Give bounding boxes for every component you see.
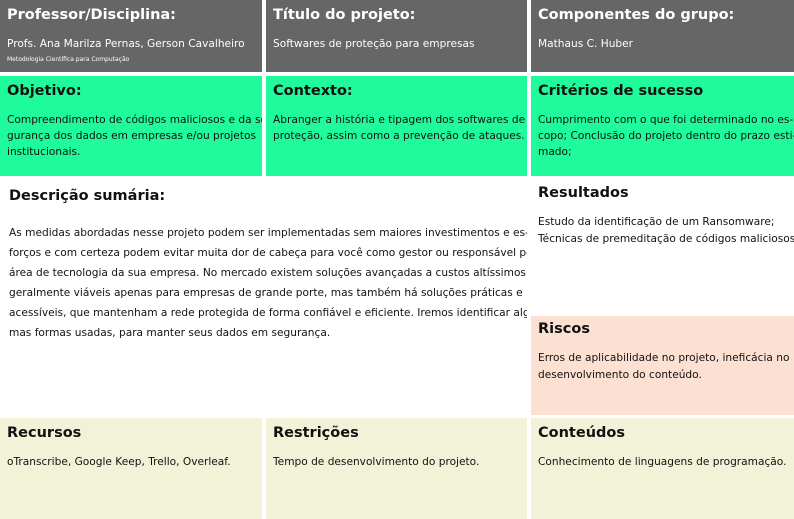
section-title: Resultados: [538, 185, 629, 201]
risks-cell: Riscos Erros de aplicabilidade no projeto…: [531, 316, 794, 415]
text-line: mas formas usadas, para manter seus dado…: [9, 327, 331, 339]
section-title: Componentes do grupo:: [538, 7, 735, 23]
section-title: Título do projeto:: [273, 7, 416, 23]
section-body: Abranger a história e tipagem dos softwa…: [273, 112, 526, 144]
context-cell: Contexto: Abranger a história e tipagem d…: [266, 76, 527, 176]
section-title: Conteúdos: [538, 425, 625, 441]
section-body: Conhecimento de linguagens de programaçã…: [538, 454, 787, 470]
text-line: Erros de aplicabilidade no projeto, inef…: [538, 352, 790, 364]
text-line: Cumprimento com o que foi determinado no…: [538, 114, 794, 126]
text-line: Mathaus C. Huber: [538, 38, 634, 50]
section-title: Critérios de sucesso: [538, 83, 704, 99]
course-name: Metodologia Científica para Computação: [7, 56, 130, 63]
text-line: Técnicas de premeditação de códigos mali…: [538, 233, 794, 245]
text-line: Estudo da identificação de um Ransomware…: [538, 216, 775, 228]
objective-cell: Objetivo: Compreendimento de códigos mali…: [0, 76, 262, 176]
constraints-cell: Restrições Tempo de desenvolvimento do pr…: [266, 418, 527, 519]
section-title: Professor/Disciplina:: [7, 7, 176, 23]
text-line: Abranger a história e tipagem dos softwa…: [273, 114, 526, 126]
section-body: Softwares de proteção para empresas: [273, 36, 520, 52]
section-title: Objetivo:: [7, 83, 82, 99]
criteria-cell: Critérios de sucesso Cumprimento com o qu…: [531, 76, 794, 176]
professor-cell: Professor/Disciplina: Profs. Ana Marilza …: [0, 0, 262, 72]
section-body: Estudo da identificação de um Ransomware…: [538, 214, 794, 248]
text-line: copo; Conclusão do projeto dentro do pra…: [538, 130, 794, 142]
text-line: mado;: [538, 146, 572, 158]
text-line: forços e com certeza podem evitar muita …: [9, 247, 527, 259]
section-title: Descrição sumária:: [9, 188, 166, 204]
title-cell: Título do projeto: Softwares de proteção …: [266, 0, 527, 72]
contents-cell: Conteúdos Conhecimento de linguagens de p…: [531, 418, 794, 519]
section-body: Tempo de desenvolvimento do projeto.: [273, 454, 520, 470]
text-line: Tempo de desenvolvimento do projeto.: [273, 456, 480, 468]
section-body: As medidas abordadas nesse projeto podem…: [9, 223, 527, 343]
resources-cell: Recursos oTranscribe, Google Keep, Trello…: [0, 418, 262, 519]
text-line: gurança dos dados em empresas e/ou proje…: [7, 130, 256, 142]
text-line: proteção, assim como a prevenção de ataq…: [273, 130, 525, 142]
section-title: Contexto:: [273, 83, 353, 99]
text-line: Conhecimento de linguagens de programaçã…: [538, 456, 787, 468]
section-title: Restrições: [273, 425, 359, 441]
section-body: oTranscribe, Google Keep, Trello, Overle…: [7, 454, 255, 470]
section-title: Recursos: [7, 425, 82, 441]
text-line: área de tecnologia da sua empresa. No me…: [9, 267, 527, 279]
text-line: institucionais.: [7, 146, 81, 158]
section-title: Riscos: [538, 321, 590, 337]
section-body: Erros de aplicabilidade no projeto, inef…: [538, 350, 790, 384]
section-body: Cumprimento com o que foi determinado no…: [538, 112, 794, 160]
results-cell: Resultados Estudo da identificação de um …: [531, 178, 794, 316]
section-body: Profs. Ana Marilza Pernas, Gerson Cavalh…: [7, 36, 255, 64]
text-line: Compreendimento de códigos maliciosos e …: [7, 114, 262, 126]
text-line: oTranscribe, Google Keep, Trello, Overle…: [7, 456, 231, 468]
text-line: As medidas abordadas nesse projeto podem…: [9, 227, 527, 239]
text-line: Profs. Ana Marilza Pernas, Gerson Cavalh…: [7, 38, 245, 50]
group-cell: Componentes do grupo: Mathaus C. Huber: [531, 0, 794, 72]
description-cell: Descrição sumária: As medidas abordadas n…: [2, 180, 527, 415]
section-body: Mathaus C. Huber: [538, 36, 787, 52]
text-line: Softwares de proteção para empresas: [273, 38, 475, 50]
text-line: desenvolvimento do conteúdo.: [538, 369, 702, 381]
text-line: acessíveis, que mantenham a rede protegi…: [9, 307, 527, 319]
section-body: Compreendimento de códigos maliciosos e …: [7, 112, 262, 160]
text-line: geralmente viáveis apenas para empresas …: [9, 287, 523, 299]
